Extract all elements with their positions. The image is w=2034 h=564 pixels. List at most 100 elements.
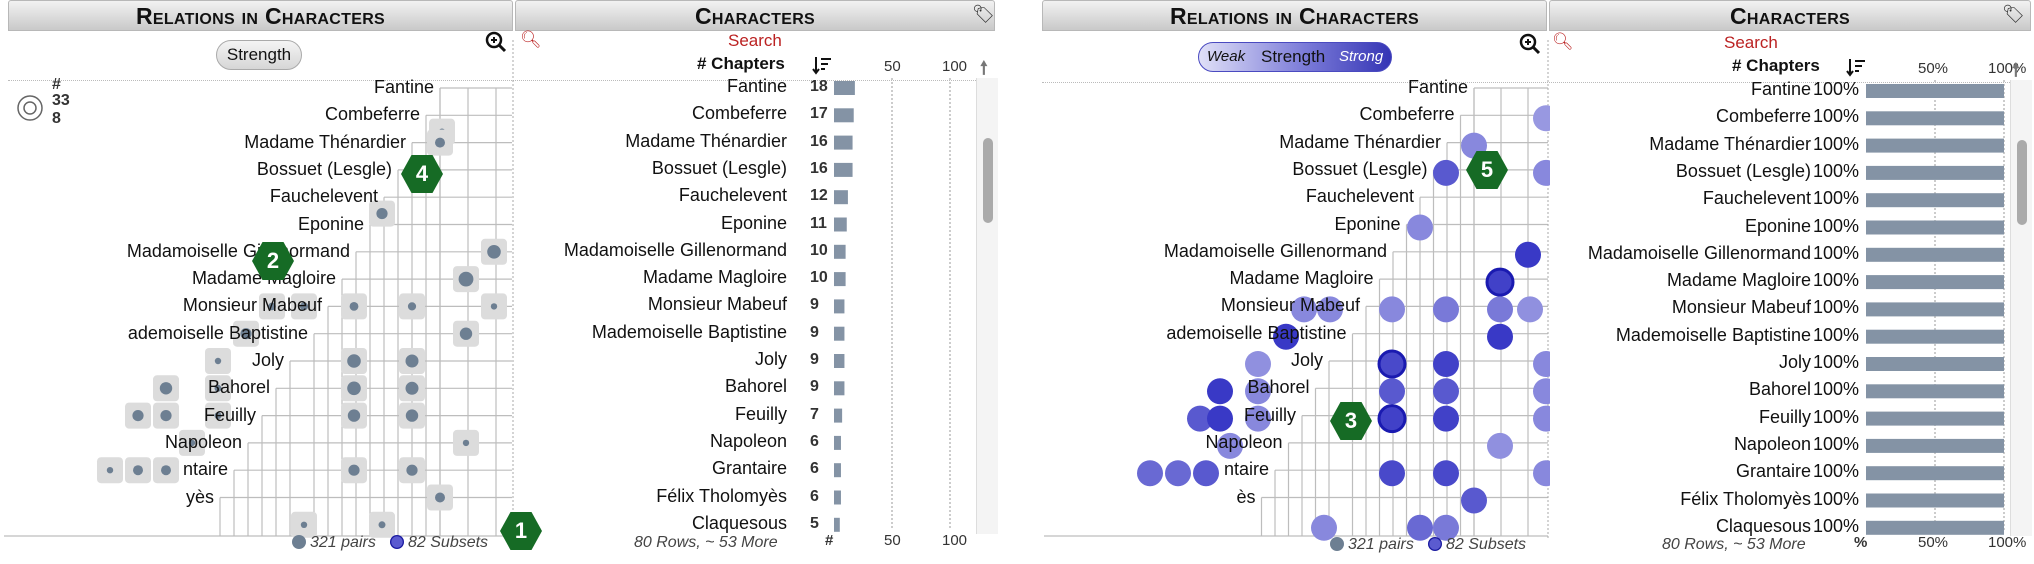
pair-dot[interactable] (214, 357, 222, 365)
pair-circle[interactable] (1533, 105, 1550, 132)
pair-circle[interactable] (1407, 514, 1433, 541)
pair-dot[interactable] (435, 137, 445, 148)
pair-dot[interactable] (106, 467, 114, 474)
character-row[interactable]: Joly 9 (515, 349, 975, 373)
pair-circle[interactable] (1377, 349, 1407, 379)
pair-circle[interactable] (1379, 378, 1405, 405)
character-row[interactable]: Fauchelevent 100% (1549, 188, 2009, 212)
pair-dot[interactable] (490, 303, 498, 310)
character-row[interactable]: Bossuet (Lesgle) 100% (1549, 161, 2009, 185)
zoom-icon[interactable] (1518, 32, 1542, 56)
scrollbar[interactable] (2010, 80, 2032, 536)
matrix-row-label[interactable]: Bossuet (Lesgle) (256, 158, 392, 179)
matrix-row-label[interactable]: Combeferre (1359, 104, 1455, 125)
character-row[interactable]: Claquesous 5 (515, 513, 975, 537)
character-row[interactable]: Eponine 100% (1549, 216, 2009, 240)
pair-circle[interactable] (1485, 267, 1515, 297)
pair-circle[interactable] (1533, 378, 1550, 405)
character-row[interactable]: Fauchelevent 12 (515, 185, 975, 209)
matrix-row-label[interactable]: Combeferre (324, 104, 420, 125)
matrix-row-label[interactable]: Fauchelevent (1305, 186, 1414, 207)
pair-circle[interactable] (1487, 323, 1513, 350)
sort-icon[interactable] (812, 56, 832, 76)
character-row[interactable]: Bahorel 100% (1549, 379, 2009, 403)
pair-dot[interactable] (378, 521, 386, 529)
character-row[interactable]: Claquesous 100% (1549, 516, 2009, 540)
search-icon[interactable]: 🔍︎ (520, 30, 542, 49)
pair-dot[interactable] (161, 465, 171, 476)
pair-dot[interactable] (347, 354, 361, 368)
pair-circle[interactable] (1377, 404, 1407, 434)
character-row[interactable]: Joly 100% (1549, 352, 2009, 376)
matrix-row-label[interactable]: Feuilly (1243, 404, 1296, 425)
pair-dot[interactable] (462, 439, 470, 447)
pair-circle[interactable] (1461, 487, 1487, 514)
pair-dot[interactable] (406, 464, 418, 476)
relations-matrix[interactable] (0, 0, 515, 564)
character-row[interactable]: Monsieur Mabeuf 100% (1549, 297, 2009, 321)
pair-circle[interactable] (1317, 296, 1343, 323)
pair-circle[interactable] (1487, 432, 1513, 459)
matrix-row-label[interactable]: Bossuet (Lesgle) (1292, 158, 1428, 179)
relations-matrix[interactable] (1040, 0, 1550, 564)
matrix-row-label[interactable]: Joly (251, 350, 284, 370)
search-icon[interactable]: 🔍︎ (1552, 32, 1574, 51)
pair-circle[interactable] (1433, 378, 1459, 405)
matrix-row-label[interactable]: Monsieur Mabeuf (182, 295, 322, 316)
character-row[interactable]: Eponine 11 (515, 213, 975, 237)
pair-circle[interactable] (1245, 405, 1271, 432)
character-row[interactable]: Fantine 100% (1549, 79, 2009, 103)
pair-circle[interactable] (1217, 432, 1243, 459)
character-row[interactable]: Grantaire 100% (1549, 461, 2009, 485)
matrix-row-label[interactable]: Napoleon (164, 431, 242, 452)
matrix-row-label[interactable]: Madamoiselle Gillenormand (1163, 240, 1387, 261)
pair-circle[interactable] (1193, 460, 1219, 487)
pair-dot[interactable] (214, 384, 222, 392)
pair-dot[interactable] (268, 302, 276, 311)
pair-circle[interactable] (1533, 159, 1550, 186)
pair-circle[interactable] (1433, 514, 1459, 541)
matrix-row-label[interactable]: Fantine (1407, 77, 1468, 97)
pair-dot[interactable] (487, 245, 501, 259)
character-row[interactable]: Félix Tholomyès 6 (515, 486, 975, 510)
character-row[interactable]: Madame Thénardier 16 (515, 131, 975, 155)
pair-circle[interactable] (1207, 405, 1233, 432)
pair-circle[interactable] (1433, 460, 1459, 487)
matrix-row-label[interactable]: ntaire (1223, 459, 1269, 480)
pair-dot[interactable] (159, 382, 173, 395)
pair-dot[interactable] (347, 409, 361, 422)
matrix-row-label[interactable]: Feuilly (203, 404, 256, 425)
pair-dot[interactable] (376, 207, 388, 220)
pair-circle[interactable] (1137, 460, 1163, 487)
pair-circle[interactable] (1245, 378, 1271, 405)
character-row[interactable]: Madame Magloire 100% (1549, 270, 2009, 294)
pair-circle[interactable] (1433, 351, 1459, 377)
matrix-row-label[interactable]: Fauchelevent (269, 186, 378, 207)
pair-circle[interactable] (1533, 460, 1550, 487)
strength-ramp-button[interactable]: Weak Strength Strong (1198, 42, 1392, 72)
matrix-row-label[interactable]: ntaire (182, 459, 228, 480)
pair-circle[interactable] (1433, 296, 1459, 323)
tag-icon[interactable]: 🏷 (972, 4, 995, 24)
pair-dot[interactable] (407, 302, 417, 311)
pair-circle[interactable] (1407, 214, 1433, 241)
pair-circle[interactable] (1165, 460, 1191, 487)
pair-dot[interactable] (160, 410, 172, 422)
character-row[interactable]: Monsieur Mabeuf 9 (515, 294, 975, 318)
pair-dot[interactable] (347, 381, 361, 396)
matrix-row-label[interactable]: Madame Thénardier (244, 131, 406, 152)
matrix-row-label[interactable]: yès (185, 486, 214, 507)
matrix-row-label[interactable]: Bahorel (207, 377, 270, 398)
pair-dot[interactable] (188, 439, 196, 447)
character-row[interactable]: Combeferre 100% (1549, 106, 2009, 130)
character-row[interactable]: Fantine 18 (515, 76, 975, 100)
scrollbar-thumb[interactable] (983, 138, 993, 223)
pair-circle[interactable] (1515, 241, 1541, 268)
pair-circle[interactable] (1245, 351, 1271, 377)
character-row[interactable]: Madame Thénardier 100% (1549, 134, 2009, 158)
pair-circle[interactable] (1433, 405, 1459, 432)
pair-circle[interactable] (1311, 514, 1337, 541)
matrix-row-label[interactable]: ademoiselle Baptistine (127, 322, 308, 343)
matrix-row-label[interactable]: Monsieur Mabeuf (1220, 295, 1360, 316)
matrix-row-label[interactable]: Madame Thénardier (1279, 131, 1441, 152)
